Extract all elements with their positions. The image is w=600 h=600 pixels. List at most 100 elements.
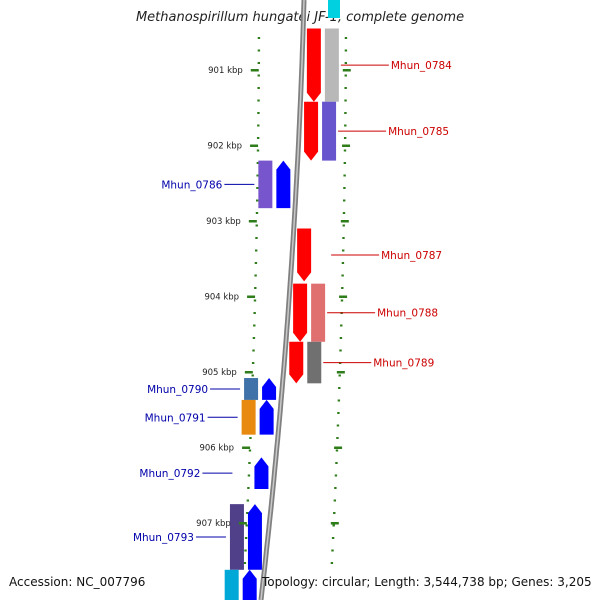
- guide-dot: [256, 137, 260, 139]
- guide-dot: [343, 149, 347, 152]
- guide-dot: [249, 437, 252, 439]
- guide-dot: [344, 74, 347, 77]
- guide-dot: [256, 187, 259, 189]
- guide-dot: [338, 387, 341, 389]
- guide-dot: [257, 74, 260, 77]
- guide-dot: [257, 37, 261, 39]
- guide-dot: [257, 49, 261, 52]
- accession-text: Accession: NC_007796: [9, 575, 146, 589]
- genome-info-text: Topology: circular; Length: 3,544,738 bp…: [262, 575, 592, 589]
- guide-dot: [334, 474, 338, 477]
- guide-dot: [339, 349, 342, 352]
- guide-dot: [334, 487, 337, 489]
- guide-dot: [248, 449, 252, 452]
- guide-dot: [256, 162, 260, 164]
- scale-tick-label: 905 kbp: [202, 368, 237, 378]
- guide-dot: [256, 174, 259, 177]
- scale-tick: [330, 522, 339, 525]
- guide-dot: [342, 237, 345, 239]
- guide-dot: [256, 199, 259, 202]
- guide-dot: [335, 449, 339, 452]
- guide-dot: [343, 187, 346, 189]
- feature-block: [224, 569, 239, 600]
- gene-label: Mhun_0793: [133, 532, 194, 544]
- guide-dot: [244, 549, 247, 552]
- gene-arrow: [247, 504, 262, 570]
- guide-dot: [343, 174, 346, 177]
- guide-dot: [244, 537, 248, 539]
- guide-dot: [252, 337, 256, 339]
- edge-feature-block: [328, 0, 340, 18]
- scale-ticks: 901 kbp 902 kbp 903 kbp 904 kbp 905 kbp 906 k…: [196, 66, 351, 529]
- gene-label: Mhun_0784: [391, 60, 452, 72]
- gene-arrow: [297, 228, 312, 282]
- scale-tick-label: 902 kbp: [207, 142, 242, 152]
- feature-block: [307, 341, 322, 384]
- gene-arrow: [289, 341, 304, 384]
- guide-dot: [247, 487, 250, 489]
- gene-label: Mhun_0786: [161, 179, 222, 191]
- guide-dot: [333, 499, 337, 502]
- guide-dot: [340, 324, 343, 327]
- gene-label: Mhun_0791: [145, 412, 206, 424]
- scale-tick: [334, 446, 343, 449]
- gene-arrow: [304, 101, 319, 161]
- feature-block: [241, 399, 256, 435]
- scale-tick: [339, 295, 348, 298]
- gene-track: [242, 28, 321, 600]
- guide-dot: [341, 274, 344, 277]
- gene-arrow: [254, 457, 269, 490]
- scale-tick-label: 907 kbp: [196, 519, 231, 529]
- scale-tick-label: 906 kbp: [199, 444, 234, 454]
- guide-dot: [341, 287, 344, 289]
- guide-dot: [246, 512, 249, 514]
- guide-dot: [344, 87, 347, 89]
- guide-dot: [252, 349, 255, 352]
- feature-block: [324, 28, 339, 102]
- gene-arrow: [242, 569, 257, 600]
- guide-dot: [343, 199, 346, 202]
- gene-label: Mhun_0790: [147, 384, 208, 396]
- gene-arrow: [259, 399, 274, 435]
- scale-tick: [248, 220, 257, 223]
- gene-arrow: [293, 283, 308, 342]
- genome-backbone-highlight: [260, 0, 305, 600]
- map-title: Methanospirillum hungatei JF-1, complete…: [135, 10, 465, 25]
- guide-dot: [247, 474, 251, 477]
- feature-block: [311, 283, 326, 342]
- scale-tick: [242, 446, 251, 449]
- gene-arrow: [262, 378, 277, 400]
- gene-arrow: [306, 28, 321, 102]
- guide-dot: [342, 224, 345, 227]
- guide-dot: [254, 274, 257, 277]
- guide-dot: [338, 374, 341, 377]
- backbone: [258, 0, 307, 600]
- guide-dot: [337, 412, 340, 414]
- feature-block: [244, 378, 259, 400]
- guide-dot: [333, 512, 336, 514]
- guide-dot: [246, 499, 250, 502]
- guide-dot: [344, 124, 347, 127]
- guide-dot: [330, 562, 334, 564]
- scale-tick-label: 904 kbp: [204, 293, 239, 303]
- guide-dot: [344, 37, 348, 39]
- guide-dot: [340, 299, 344, 302]
- guide-dot: [341, 262, 345, 264]
- scale-tick: [342, 69, 351, 72]
- guide-dot: [335, 462, 338, 464]
- guide-dot: [253, 324, 256, 327]
- guide-dot: [342, 212, 346, 214]
- guide-dot: [256, 149, 260, 152]
- guide-dot: [251, 362, 255, 364]
- guide-dot: [332, 524, 335, 527]
- gene-label: Mhun_0789: [373, 358, 434, 370]
- gene-label: Mhun_0792: [139, 468, 200, 480]
- gene-label: Mhun_0788: [377, 308, 438, 320]
- guide-dot: [257, 112, 260, 114]
- gene-arrow: [276, 160, 291, 209]
- feature-block: [229, 504, 244, 570]
- scale-tick: [250, 144, 259, 147]
- guide-dot: [336, 424, 340, 427]
- guide-dot: [257, 62, 261, 64]
